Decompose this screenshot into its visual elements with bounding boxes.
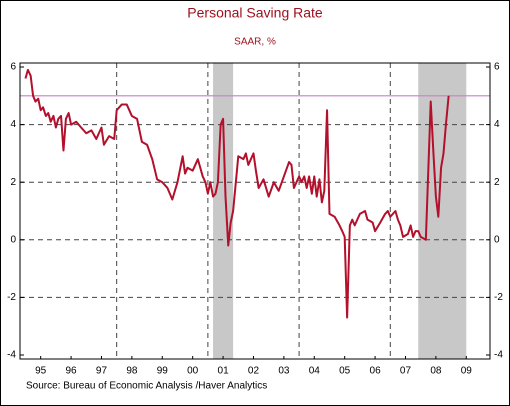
y2-tick-label: 6	[494, 62, 500, 73]
x-tick-label: 03	[278, 366, 290, 377]
recession-band	[418, 63, 467, 359]
y-tick-label: 2	[10, 177, 16, 188]
x-tick-label: 00	[187, 366, 199, 377]
x-tick-label: 02	[248, 366, 260, 377]
x-tick-label: 96	[66, 366, 78, 377]
x-tick-label: 01	[218, 366, 230, 377]
x-tick-label: 99	[157, 366, 169, 377]
recession-band	[213, 63, 234, 359]
x-tick-label: 04	[309, 366, 321, 377]
y2-tick-label: -4	[494, 350, 503, 361]
y2-tick-label: 2	[494, 177, 500, 188]
chart-title: Personal Saving Rate	[187, 5, 323, 21]
x-tick-label: 09	[461, 366, 473, 377]
x-tick-label: 07	[400, 366, 412, 377]
y2-tick-label: 0	[494, 234, 500, 245]
y2-tick-label: -2	[494, 292, 503, 303]
plot-frame	[19, 62, 491, 360]
x-tick-label: 05	[339, 366, 351, 377]
y-tick-label: 6	[10, 62, 16, 73]
y-tick-label: 4	[10, 119, 16, 130]
x-tick-label: 95	[35, 366, 47, 377]
plot-background	[20, 63, 490, 359]
y-tick-label: -4	[7, 350, 16, 361]
chart-subtitle: SAAR, %	[234, 37, 276, 48]
data-line	[24, 68, 450, 319]
x-tick-label: 06	[370, 366, 382, 377]
source-note: Source: Bureau of Economic Analysis /Hav…	[26, 381, 267, 392]
x-tick-label: 08	[430, 366, 442, 377]
y-tick-label: 0	[10, 234, 16, 245]
x-tick-label: 97	[96, 366, 108, 377]
y2-tick-label: 4	[494, 119, 500, 130]
x-tick-label: 98	[126, 366, 138, 377]
y-tick-label: -2	[7, 292, 16, 303]
